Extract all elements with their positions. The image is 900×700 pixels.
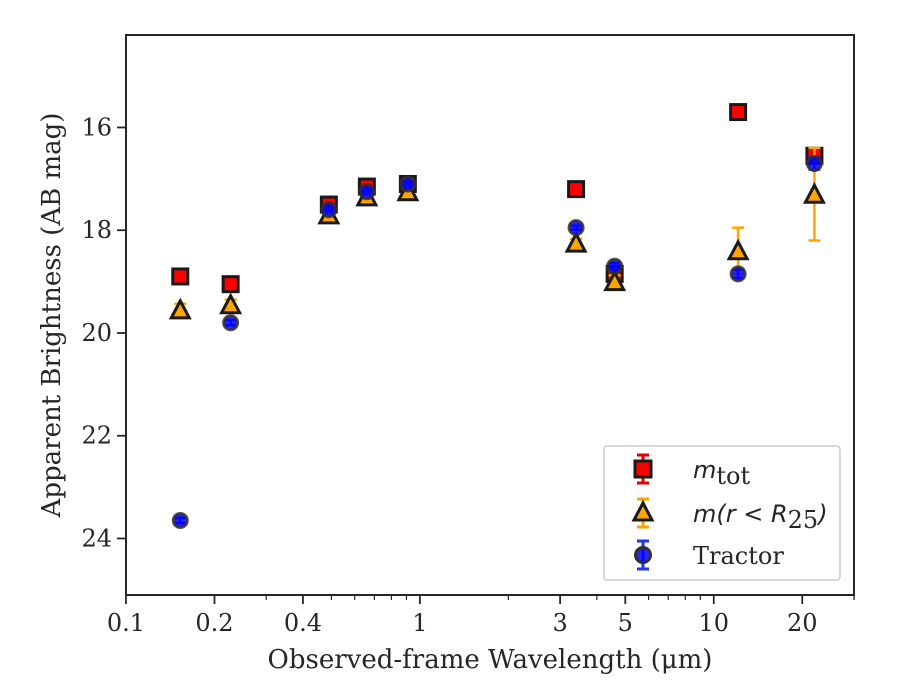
data-point-triangle [726, 238, 750, 261]
ticks-layer: 0.1 0.2 0.4 1 3 5 10 20 16 18 20 22 24 [81, 113, 855, 637]
x-tick-label: 0.4 [284, 609, 322, 637]
data-point-circle [805, 154, 823, 172]
y-tick-label: 24 [81, 524, 112, 552]
legend-marker-tractor [634, 539, 652, 571]
x-tick-label: 0.1 [107, 609, 145, 637]
x-tick-label: 0.2 [195, 609, 233, 637]
data-point-triangle [564, 230, 588, 253]
data-point-circle [171, 512, 189, 530]
data-layer [168, 103, 826, 530]
data-point-square [221, 275, 240, 294]
data-point-circle [222, 314, 240, 332]
legend-marker-m-tot [633, 453, 653, 485]
x-tick-label: 5 [618, 609, 633, 637]
data-point-triangle [219, 292, 243, 315]
data-point-circle [606, 257, 624, 275]
y-tick-label: 22 [81, 422, 112, 450]
y-axis-title: Apparent Brightness (AB mag) [37, 113, 67, 519]
y-tick-label: 16 [81, 113, 112, 141]
x-tick-label: 3 [552, 609, 567, 637]
legend-label-m-tot: mtot [693, 456, 750, 490]
legend-label-m-r: m(r < R25) [693, 500, 828, 534]
data-point-triangle [168, 297, 192, 320]
x-tick-label: 20 [787, 609, 818, 637]
data-point-triangle [603, 269, 627, 292]
data-point-square [567, 180, 586, 199]
series-tractor [171, 154, 823, 530]
data-point-circle [358, 183, 376, 201]
legend-label-tractor: Tractor [693, 542, 784, 570]
legend-box [603, 445, 841, 581]
data-point-square [171, 267, 190, 286]
x-tick-label: 1 [412, 609, 427, 637]
y-tick-label: 20 [81, 319, 112, 347]
data-point-circle [320, 201, 338, 219]
x-axis-title: Observed-frame Wavelength (μm) [268, 645, 713, 675]
y-tick-label: 18 [81, 216, 112, 244]
data-point-circle [729, 265, 747, 283]
legend-marker-m-r [631, 497, 655, 529]
data-point-triangle [802, 182, 826, 204]
plot-frame [125, 34, 855, 596]
data-point-square [729, 103, 748, 122]
data-point-circle [567, 219, 585, 237]
x-tick-label: 10 [699, 609, 730, 637]
data-point-circle [399, 175, 417, 193]
legend: mtot m(r < R25) Tractor [603, 445, 841, 581]
